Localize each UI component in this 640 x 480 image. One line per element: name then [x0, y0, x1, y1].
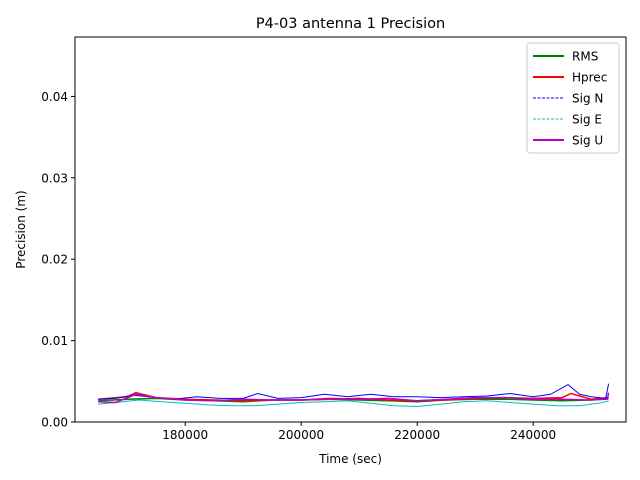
chart-title: P4-03 antenna 1 Precision	[256, 16, 445, 32]
legend-label: Hprec	[572, 71, 607, 85]
x-axis-label: Time (sec)	[318, 452, 382, 466]
y-tick-label: 0.01	[41, 334, 68, 348]
y-tick-label: 0.00	[41, 416, 68, 430]
y-axis: 0.00 0.01 0.02 0.03 0.04	[41, 90, 75, 430]
y-tick-label: 0.02	[41, 253, 68, 267]
legend-label: Sig N	[572, 92, 603, 106]
legend-label: Sig E	[572, 113, 602, 127]
y-tick-label: 0.04	[41, 90, 68, 104]
x-tick-label: 240000	[510, 428, 556, 442]
x-axis: 180000 200000 220000 240000	[162, 422, 556, 442]
plot-frame	[74, 36, 627, 423]
legend-label: Sig U	[572, 134, 603, 148]
series-line-sig-u	[98, 392, 610, 404]
legend-box	[526, 42, 620, 154]
x-tick-label: 220000	[394, 428, 440, 442]
series-line-sig-n	[98, 383, 610, 400]
series-line-sig-e	[98, 399, 609, 408]
y-axis-label: Precision (m)	[14, 190, 28, 268]
legend: RMS Hprec Sig N Sig E Sig U	[526, 42, 620, 154]
legend-label: RMS	[572, 50, 598, 64]
y-tick-label: 0.03	[41, 171, 68, 185]
series-layer	[98, 383, 610, 408]
x-tick-label: 200000	[278, 428, 324, 442]
x-tick-label: 180000	[162, 428, 208, 442]
